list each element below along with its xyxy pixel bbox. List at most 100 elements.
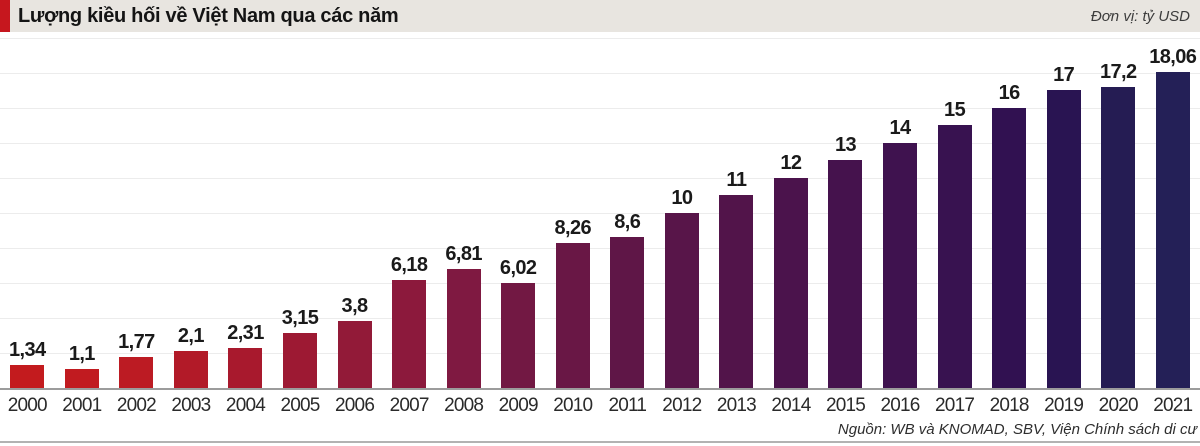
bar-value-label: 14	[889, 117, 912, 139]
x-axis-label: 2004	[225, 395, 266, 416]
bar-value-label: 6,02	[499, 257, 537, 279]
gridline	[0, 178, 1200, 179]
x-axis-labels: 2000 2001 2002 2003 2004 2005 2006 2007 2008 2009…	[0, 390, 1200, 418]
chart-footer: Nguồn: WB và KNOMAD, SBV, Viện Chính sác…	[0, 418, 1200, 446]
bar-chart-plot: 1,34 1,1 1,77 2,1 2,31 3,15 3,8 6,18 6,81 6,02 8,2…	[0, 32, 1200, 388]
bar-column: 6,18	[382, 32, 437, 388]
bar-2015	[828, 160, 863, 388]
x-axis-label: 2011	[608, 395, 647, 416]
x-axis-label: 2001	[62, 395, 102, 416]
bar-2018	[992, 108, 1027, 388]
bar-2020	[1101, 87, 1136, 388]
gridline	[0, 353, 1200, 354]
chart-header: Lượng kiều hối về Việt Nam qua các năm Đ…	[0, 0, 1200, 32]
x-axis-label: 2020	[1098, 395, 1139, 416]
x-axis-label: 2006	[335, 395, 375, 416]
unit-label: Đơn vị: tỷ USD	[1090, 7, 1190, 25]
header-accent-bar	[0, 0, 10, 32]
gridline	[0, 213, 1200, 214]
x-axis-label: 2019	[1044, 395, 1084, 416]
x-axis-label: 2015	[825, 395, 866, 416]
bar-value-label: 3,8	[341, 295, 369, 317]
bar-2006	[337, 321, 372, 388]
bar-2002	[119, 357, 154, 388]
bar-column: 2,1	[164, 32, 219, 388]
x-axis-label: 2000	[7, 395, 48, 416]
bar-2014	[773, 178, 808, 388]
bar-column: 15	[927, 32, 982, 388]
bar-value-label: 13	[834, 134, 857, 156]
bar-column: 3,8	[327, 32, 382, 388]
x-axis-label: 2014	[771, 395, 811, 416]
bar-2013	[719, 195, 754, 388]
x-axis-label: 2010	[553, 395, 593, 416]
bar-value-label: 12	[780, 152, 802, 174]
x-axis-label: 2021	[1153, 395, 1193, 416]
x-axis-label: 2003	[171, 395, 211, 416]
bar-value-label: 18,06	[1149, 46, 1197, 68]
x-axis-label: 2013	[716, 395, 757, 416]
bar-column: 1,77	[109, 32, 164, 388]
bar-value-label: 1,1	[68, 343, 96, 365]
bar-2011	[610, 237, 645, 388]
bar-2016	[883, 143, 918, 388]
bar-value-label: 10	[671, 187, 693, 209]
bar-column: 6,81	[436, 32, 491, 388]
bar-value-label: 1,77	[118, 331, 155, 353]
bar-2005	[283, 333, 317, 388]
bar-column: 6,02	[491, 32, 546, 388]
gridline	[0, 318, 1200, 319]
bar-value-label: 11	[726, 169, 747, 191]
bar-2008	[446, 269, 481, 388]
bar-value-label: 6,81	[445, 243, 482, 265]
gridline	[0, 38, 1200, 39]
x-axis-label: 2002	[116, 395, 157, 416]
bar-value-label: 17	[1053, 64, 1075, 86]
bar-column: 17,2	[1091, 32, 1146, 388]
bar-value-label: 15	[944, 99, 966, 121]
gridline	[0, 73, 1200, 74]
bar-2004	[228, 348, 263, 388]
bar-2007	[392, 280, 427, 388]
bar-column: 14	[873, 32, 928, 388]
x-axis-label: 2005	[280, 395, 320, 416]
x-axis-label: 2018	[989, 395, 1030, 416]
bar-column: 3,15	[273, 32, 328, 388]
bar-value-label: 1,34	[9, 339, 46, 361]
x-axis-label: 2007	[389, 395, 430, 416]
bottom-divider	[0, 441, 1200, 443]
bar-value-label: 2,1	[177, 325, 205, 347]
bar-2017	[937, 125, 972, 388]
bar-2009	[501, 283, 536, 388]
x-axis-label: 2009	[498, 395, 539, 416]
x-axis-label: 2017	[935, 395, 975, 416]
source-note: Nguồn: WB và KNOMAD, SBV, Viện Chính sác…	[837, 421, 1197, 438]
bar-column: 2,31	[218, 32, 273, 388]
bar-2010	[555, 243, 590, 388]
bar-2003	[173, 351, 208, 388]
bar-2012	[664, 213, 699, 388]
bar-column: 1,34	[0, 32, 55, 388]
bar-column: 12	[764, 32, 819, 388]
chart-title: Lượng kiều hối về Việt Nam qua các năm	[18, 4, 399, 27]
bar-2021	[1155, 72, 1190, 388]
x-axis-label: 2008	[444, 395, 484, 416]
x-axis-label: 2016	[880, 395, 920, 416]
bar-value-label: 16	[998, 82, 1021, 104]
bar-column: 8,26	[545, 32, 600, 388]
bars-row: 1,34 1,1 1,77 2,1 2,31 3,15 3,8 6,18 6,81 6,02 8,2…	[0, 32, 1200, 388]
bar-column: 18,06	[1145, 32, 1200, 388]
bar-column: 10	[655, 32, 710, 388]
gridline	[0, 248, 1200, 249]
bar-2019	[1046, 90, 1081, 388]
x-axis-label: 2012	[662, 395, 702, 416]
bar-column: 17	[1036, 32, 1091, 388]
bar-column: 8,6	[600, 32, 655, 388]
bar-column: 11	[709, 32, 764, 388]
bar-value-label: 17,2	[1099, 61, 1137, 83]
bar-column: 16	[982, 32, 1037, 388]
bar-value-label: 6,18	[390, 254, 428, 276]
bar-value-label: 8,26	[554, 217, 591, 239]
bar-column: 1,1	[55, 32, 110, 388]
bar-value-label: 3,15	[281, 307, 319, 329]
